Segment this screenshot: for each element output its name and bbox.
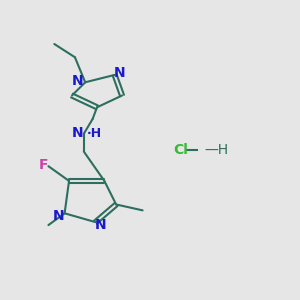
Text: N: N <box>71 126 83 140</box>
Text: F: F <box>39 158 49 172</box>
Text: N: N <box>52 209 64 223</box>
Text: N: N <box>72 74 84 88</box>
Text: Cl: Cl <box>173 143 188 157</box>
Text: ·H: ·H <box>86 127 102 140</box>
Text: —H: —H <box>205 143 229 157</box>
Text: N: N <box>114 66 126 80</box>
Text: N: N <box>95 218 106 232</box>
